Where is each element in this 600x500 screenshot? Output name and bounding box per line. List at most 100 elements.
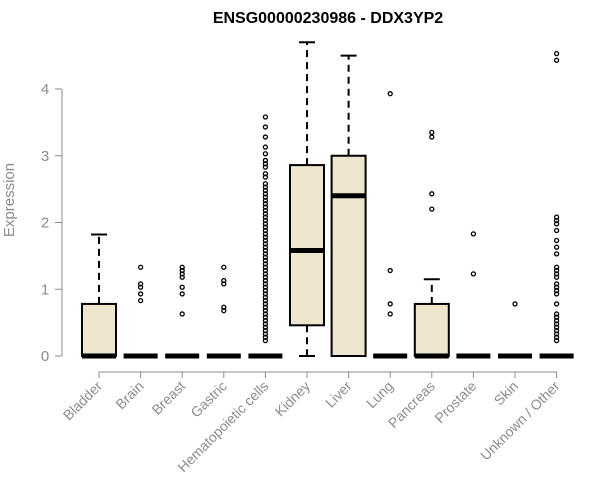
outlier-point [262,324,269,330]
outlier-point [262,261,269,267]
outlier-point [179,267,185,274]
outlier-point [553,214,560,220]
outlier-point [553,251,560,257]
outlier-point [262,277,269,284]
outlier-point [553,264,560,270]
outlier-point [262,274,269,280]
y-ticks: 0 1 2 3 4 [41,81,62,365]
x-tick-label-brain: Brain [112,378,146,412]
outlier-point [262,267,269,274]
box-liver [330,54,367,357]
outlier-point [221,264,227,270]
x-tick-label-unknown-other: Unknown / Other [477,378,563,464]
x-tick-label-breast: Breast [148,378,188,418]
x-tick-label-lung: Lung [363,378,396,411]
outlier-point [262,331,269,337]
outlier-point [553,287,560,294]
outlier-point [262,227,269,234]
outlier-point [553,324,560,330]
outlier-point [262,174,269,180]
outlier-point [179,311,185,317]
outlier-point [553,321,560,327]
outlier-point [553,227,560,234]
box-lung [373,91,408,359]
outlier-point [429,134,435,140]
outlier-point [262,207,269,214]
outlier-point [262,134,269,140]
x-tick-label-liver: Liver [322,378,355,411]
box-kidney [289,41,325,357]
outlier-point [262,234,269,240]
box-body [81,302,117,357]
outlier-point [262,161,269,167]
outlier-point [553,301,560,307]
outlier-point [221,281,227,287]
outlier-point [179,291,185,297]
outlier-point [553,331,560,337]
outlier-point [387,91,393,97]
outlier-point [512,301,518,307]
outlier-point [262,321,269,327]
box-bladder [81,233,117,359]
outlier-point [262,297,269,304]
outlier-point [262,284,269,290]
outlier-point [429,191,435,197]
outlier-point [262,264,269,270]
outlier-point [262,237,269,244]
outlier-point [553,291,560,297]
outlier-point [262,164,269,170]
outlier-point [470,271,477,277]
x-tick-label-skin: Skin [491,378,522,409]
outlier-point [262,184,269,190]
outlier-point [553,284,560,290]
outlier-point [262,114,269,120]
outlier-point [262,221,269,227]
outlier-point [179,274,185,280]
outlier-point [221,304,227,310]
outlier-point [179,271,185,277]
outlier-point [262,327,269,334]
outlier-point [262,224,269,230]
outlier-point [262,251,269,257]
outlier-point [262,307,269,314]
outlier-point [429,129,435,136]
outlier-point [262,187,269,194]
outlier-point [262,191,269,197]
outlier-point [262,151,269,157]
outlier-point [262,287,269,294]
box-brain [123,264,158,359]
box-body [289,164,325,327]
y-tick-label: 2 [41,215,49,232]
y-tick-label: 3 [41,148,49,165]
box-gastric [206,264,241,359]
x-tick-label-prostate: Prostate [431,378,479,426]
outlier-point [553,327,560,334]
outlier-point [429,206,435,212]
y-axis-label: Expression [1,163,18,237]
outlier-point [221,307,227,314]
outlier-point [179,284,185,290]
box-body [330,154,367,357]
y-tick-label: 0 [41,348,49,365]
outlier-point [137,264,144,270]
outlier-point [262,334,269,340]
outlier-point [262,291,269,297]
chart-title: ENSG00000230986 - DDX3YP2 [213,10,443,27]
outlier-point [262,171,269,177]
outlier-point [262,257,269,264]
outlier-point [262,271,269,277]
outlier-point [262,214,269,220]
outlier-point [262,254,269,260]
outlier-point [553,57,560,63]
outlier-point [262,294,269,300]
outlier-point [553,337,560,344]
outlier-point [262,231,269,237]
y-tick-label: 4 [41,81,49,98]
box-unknown-other [539,50,574,359]
outlier-point [262,194,269,200]
outlier-point [553,317,560,324]
outlier-point [553,244,560,250]
outlier-point [553,274,560,280]
